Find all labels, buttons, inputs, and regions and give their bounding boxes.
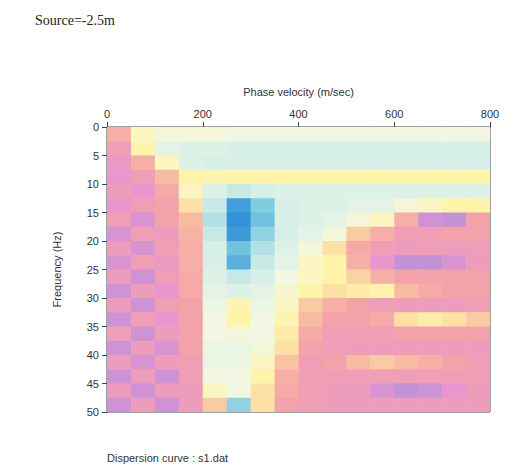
svg-text:600: 600 xyxy=(385,108,403,120)
svg-text:40: 40 xyxy=(87,349,99,361)
svg-text:Phase velocity (m/sec): Phase velocity (m/sec) xyxy=(243,86,354,98)
svg-text:Frequency (Hz): Frequency (Hz) xyxy=(51,232,63,308)
svg-text:0: 0 xyxy=(93,121,99,133)
svg-text:200: 200 xyxy=(194,108,212,120)
svg-text:35: 35 xyxy=(87,321,99,333)
svg-text:800: 800 xyxy=(481,108,499,120)
svg-text:5: 5 xyxy=(93,150,99,162)
svg-text:Dispersion curve : s1.dat: Dispersion curve : s1.dat xyxy=(107,452,228,464)
svg-text:30: 30 xyxy=(87,292,99,304)
svg-text:20: 20 xyxy=(87,235,99,247)
svg-text:45: 45 xyxy=(87,378,99,390)
svg-text:15: 15 xyxy=(87,207,99,219)
svg-text:10: 10 xyxy=(87,178,99,190)
svg-text:25: 25 xyxy=(87,264,99,276)
svg-text:Source=-2.5m: Source=-2.5m xyxy=(35,13,115,28)
svg-text:0: 0 xyxy=(104,108,110,120)
svg-text:50: 50 xyxy=(87,406,99,418)
svg-text:400: 400 xyxy=(289,108,307,120)
